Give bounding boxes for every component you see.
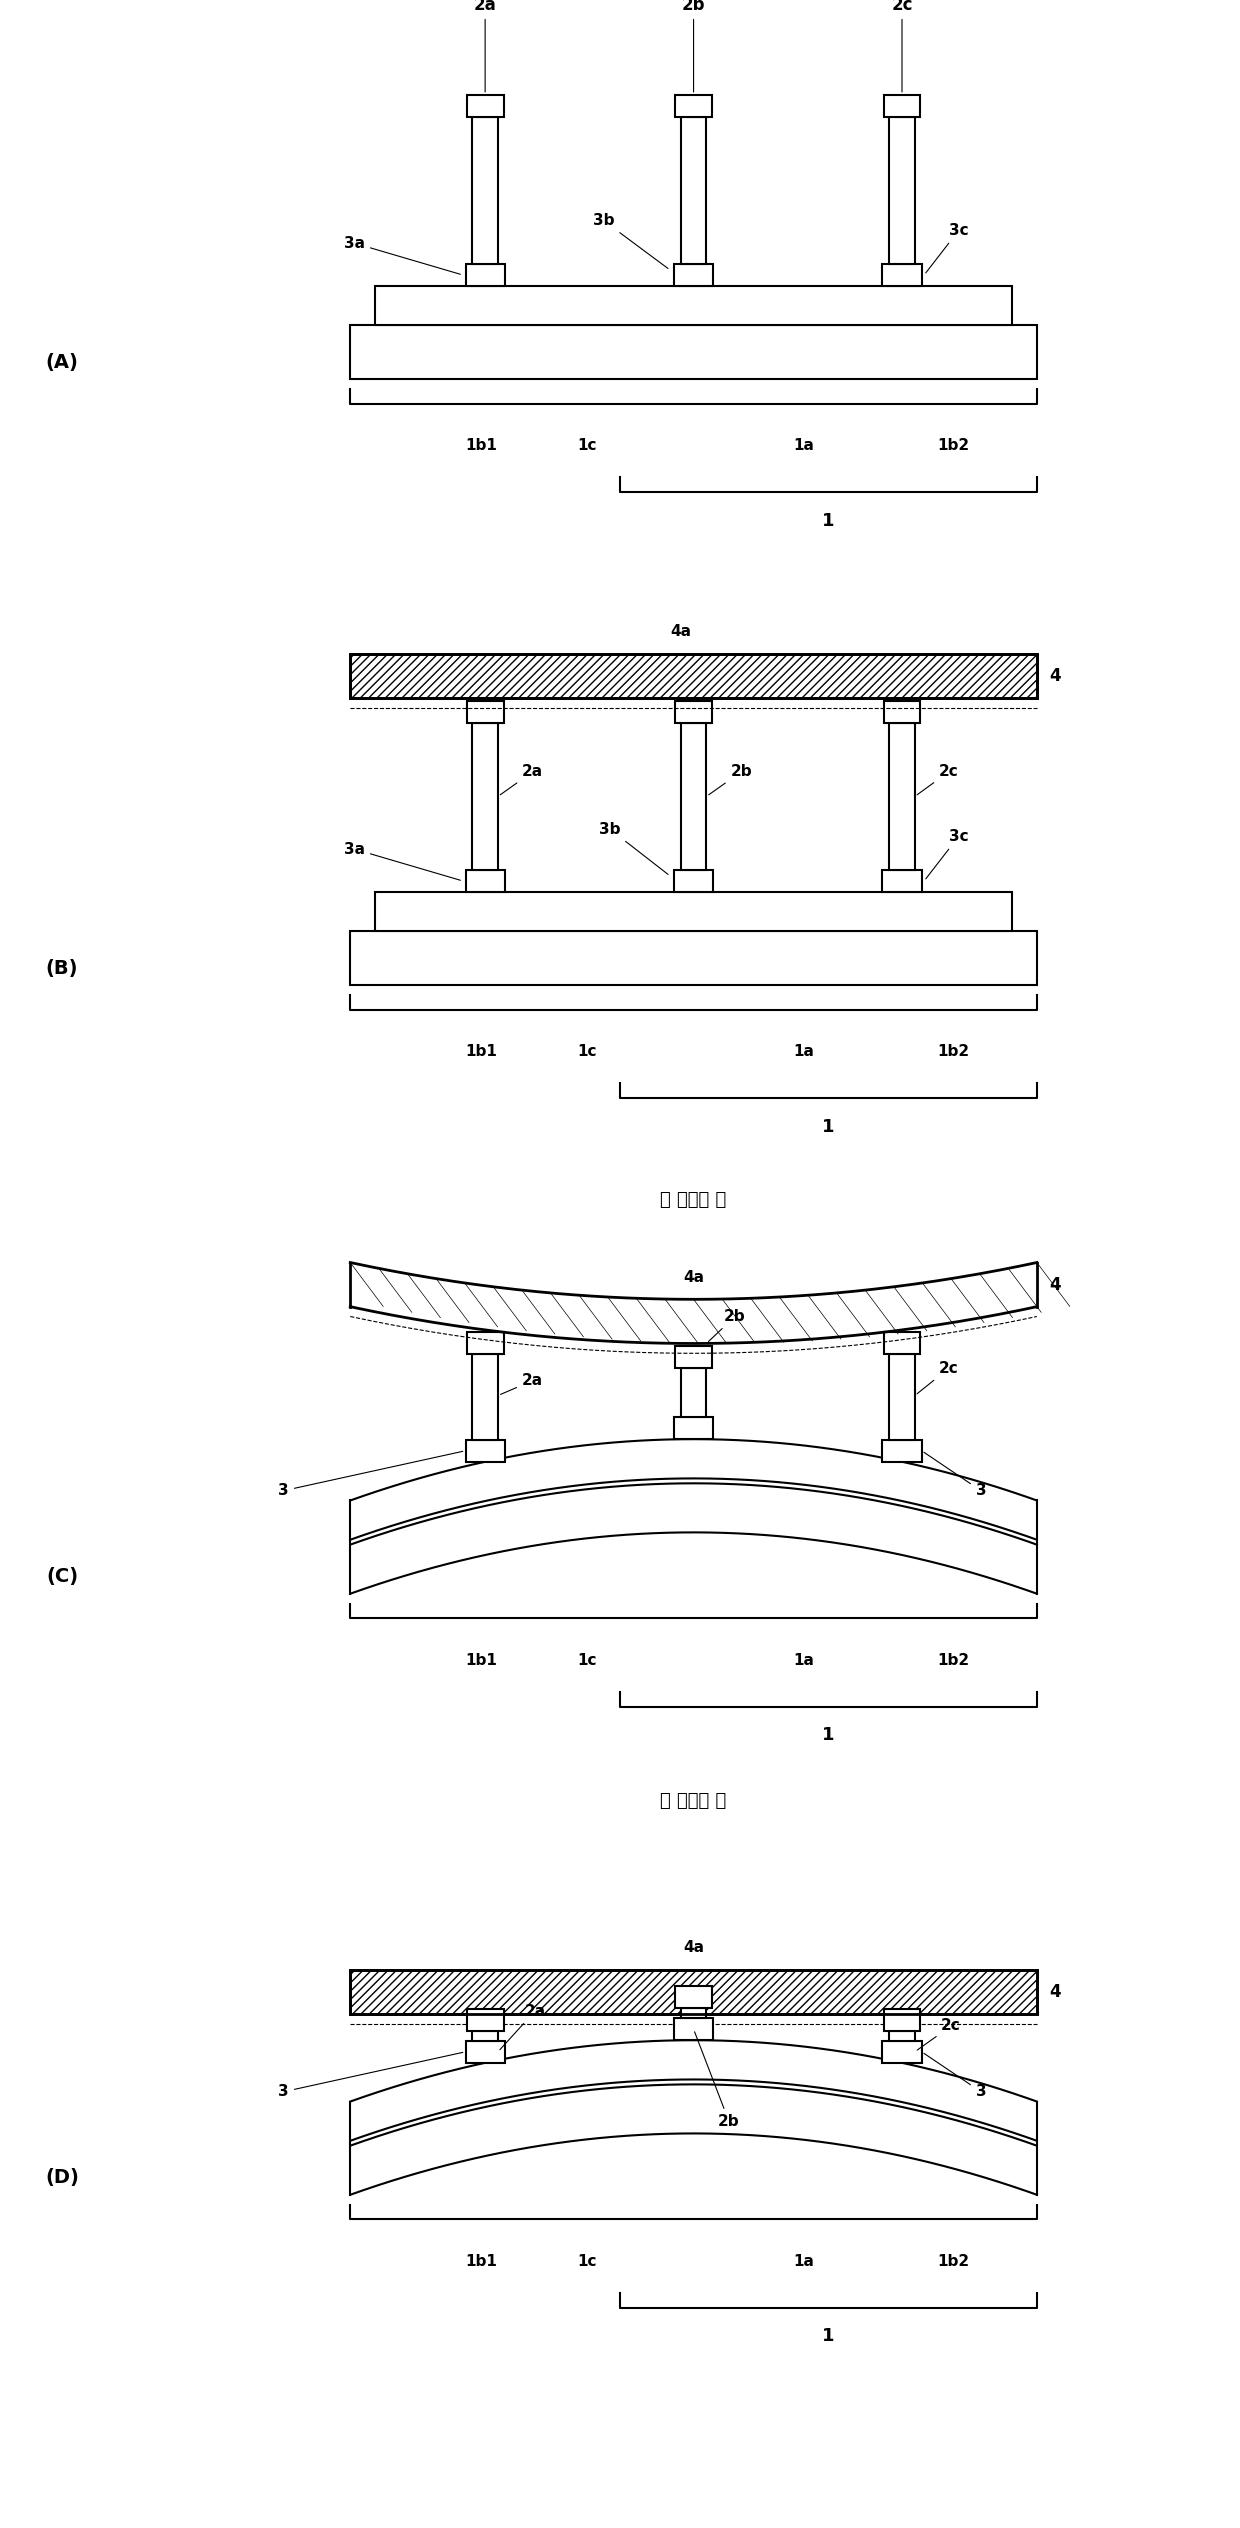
Bar (675, 1418, 713, 1438)
Text: 3a: 3a (343, 235, 460, 276)
Text: 4: 4 (1049, 1982, 1060, 2000)
Bar (884, 1332, 920, 1355)
Text: 2b: 2b (708, 1310, 745, 1342)
Bar (675, 1987, 712, 2007)
Text: 2c: 2c (918, 2017, 961, 2050)
Bar (350, 1969, 1037, 2015)
Bar (889, 116, 915, 263)
Text: (D): (D) (45, 2169, 79, 2187)
Text: 4: 4 (1049, 667, 1060, 685)
Text: 2c: 2c (918, 1360, 959, 1393)
Bar (472, 116, 498, 263)
Bar (884, 94, 920, 116)
Text: 1a: 1a (794, 437, 815, 453)
Text: 1: 1 (822, 1727, 835, 1744)
Text: 2b: 2b (709, 763, 751, 794)
Text: 3: 3 (924, 2053, 986, 2098)
Text: 1c: 1c (577, 437, 596, 453)
Text: 1a: 1a (794, 2252, 815, 2268)
Text: 1: 1 (822, 1117, 835, 1135)
Bar (675, 870, 713, 892)
Text: (A): (A) (46, 354, 78, 372)
Bar (466, 1332, 503, 1355)
Bar (884, 2010, 920, 2030)
Bar (472, 1355, 498, 1438)
Text: 3b: 3b (593, 212, 668, 268)
Text: 1b1: 1b1 (465, 2252, 497, 2268)
Text: 2a: 2a (500, 2005, 546, 2050)
Text: ＜ 加熱中 ＞: ＜ 加熱中 ＞ (661, 1792, 727, 1810)
Bar (675, 94, 712, 116)
Text: 1: 1 (822, 2328, 835, 2346)
Bar (889, 723, 915, 870)
Text: 2a: 2a (501, 1373, 543, 1395)
Bar (472, 723, 498, 870)
Bar (374, 286, 1012, 326)
Text: 1a: 1a (794, 1653, 815, 1668)
Bar (883, 2040, 921, 2063)
Text: 2b: 2b (682, 0, 706, 91)
Bar (675, 700, 712, 723)
Text: ＜ 加熱中 ＞: ＜ 加熱中 ＞ (661, 1191, 727, 1208)
Text: 2a: 2a (474, 0, 496, 91)
Text: 4a: 4a (683, 1939, 704, 1954)
Text: 1: 1 (822, 511, 835, 531)
Bar (884, 700, 920, 723)
Bar (350, 930, 1037, 986)
Bar (675, 263, 713, 286)
Text: 3b: 3b (599, 822, 668, 875)
Bar (675, 1345, 712, 1368)
Bar (883, 263, 921, 286)
Bar (681, 723, 707, 870)
Bar (472, 2030, 498, 2040)
Bar (681, 1368, 707, 1418)
Text: 1b2: 1b2 (937, 1044, 970, 1059)
Bar (675, 2017, 713, 2040)
Text: 1c: 1c (577, 2252, 596, 2268)
Text: (B): (B) (46, 958, 78, 978)
Text: 1c: 1c (577, 1653, 596, 1668)
Text: 1b1: 1b1 (465, 437, 497, 453)
Text: 1b2: 1b2 (937, 437, 970, 453)
Bar (681, 2007, 707, 2017)
Bar (466, 2010, 503, 2030)
Text: (C): (C) (46, 1567, 78, 1585)
Text: 1c: 1c (577, 1044, 596, 1059)
Text: 2c: 2c (918, 763, 959, 794)
Bar (883, 870, 921, 892)
Text: 4a: 4a (683, 1269, 704, 1284)
Text: 4a: 4a (671, 624, 692, 640)
Text: 3c: 3c (926, 222, 968, 273)
Text: 1a: 1a (794, 1044, 815, 1059)
Bar (465, 2040, 505, 2063)
Bar (883, 1438, 921, 1461)
Text: 1b2: 1b2 (937, 2252, 970, 2268)
Text: 3a: 3a (343, 842, 460, 880)
Bar (465, 1438, 505, 1461)
Bar (374, 892, 1012, 930)
Bar (465, 263, 505, 286)
Bar (466, 700, 503, 723)
Text: 4: 4 (1049, 1277, 1060, 1294)
Text: 2c: 2c (892, 0, 913, 91)
Text: 3: 3 (924, 1451, 986, 1499)
Text: 3: 3 (278, 1451, 463, 1499)
Bar (889, 2030, 915, 2040)
Text: 2b: 2b (694, 2033, 740, 2129)
Text: 1b2: 1b2 (937, 1653, 970, 1668)
Bar (681, 116, 707, 263)
Text: 3c: 3c (926, 829, 968, 880)
Bar (465, 870, 505, 892)
Text: 1b1: 1b1 (465, 1653, 497, 1668)
Bar (350, 655, 1037, 698)
Text: 2a: 2a (500, 763, 543, 794)
Bar (350, 1969, 1037, 2015)
Bar (350, 655, 1037, 698)
Text: 1b1: 1b1 (465, 1044, 497, 1059)
Bar (350, 326, 1037, 379)
Bar (889, 1355, 915, 1438)
Bar (466, 94, 503, 116)
Text: 3: 3 (278, 2053, 463, 2098)
